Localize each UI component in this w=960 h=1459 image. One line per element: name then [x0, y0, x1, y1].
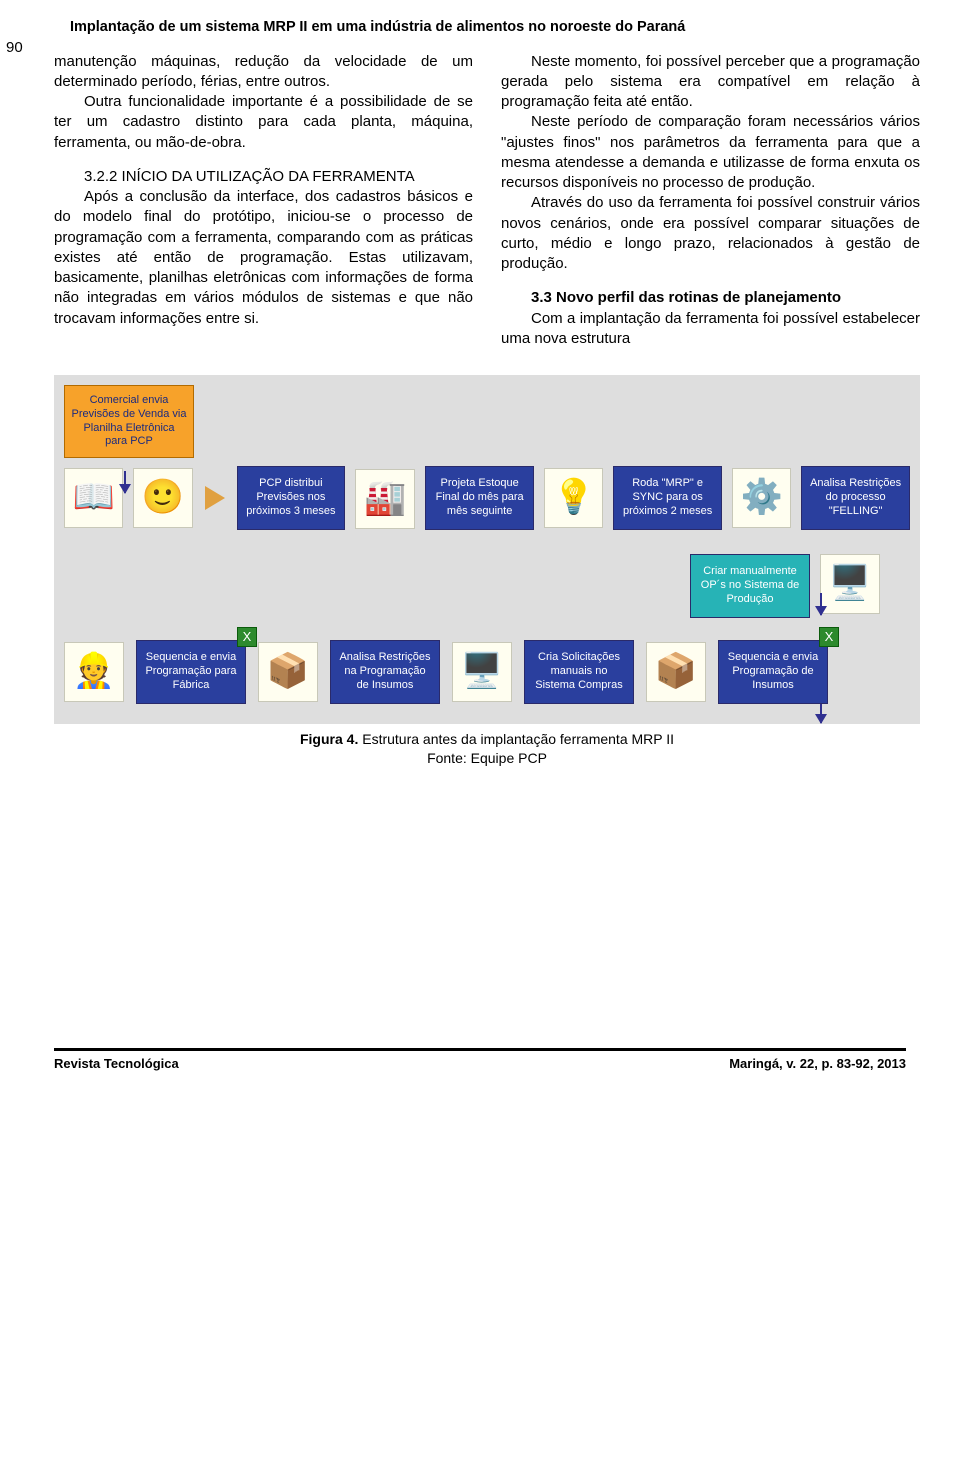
section-heading: 3.2.2 INÍCIO DA UTILIZAÇÃO DA FERRAMENTA — [54, 167, 473, 187]
boxes-icon: 📦 — [258, 642, 318, 702]
flowchart: Comercial envia Previsões de Venda via P… — [54, 375, 920, 724]
flow-node-start: Comercial envia Previsões de Venda via P… — [64, 385, 194, 458]
arrow-down-icon — [820, 593, 822, 615]
factory-icon: 🏭 — [355, 469, 415, 529]
face-icon: 🙂 — [133, 468, 192, 528]
node-label: Analisa Restrições na Programação de Ins… — [337, 651, 433, 692]
node-label: Comercial envia Previsões de Venda via P… — [71, 394, 187, 449]
caption-source: Fonte: Equipe PCP — [427, 750, 547, 766]
section-heading: 3.3 Novo perfil das rotinas de planejame… — [501, 288, 920, 308]
flow-node: Roda "MRP" e SYNC para os próximos 2 mes… — [613, 466, 722, 530]
node-label: Criar manualmente OP´s no Sistema de Pro… — [697, 565, 803, 606]
worker-icon: 👷 — [64, 642, 124, 702]
para: Neste momento, foi possível perceber que… — [501, 52, 920, 113]
flow-node: Projeta Estoque Final do mês para mês se… — [425, 466, 534, 530]
monitor-icon: 🖥️ — [820, 554, 880, 614]
arrow-down-icon — [820, 701, 822, 723]
bulb-icon: 💡 — [544, 468, 603, 528]
node-label: PCP distribui Previsões nos próximos 3 m… — [244, 477, 339, 518]
excel-icon: X — [237, 627, 257, 647]
footer-citation: Maringá, v. 22, p. 83-92, 2013 — [729, 1055, 906, 1073]
node-label: Cria Solicitações manuais no Sistema Com… — [531, 651, 627, 692]
figure-caption: Figura 4. Estrutura antes da implantação… — [54, 730, 920, 768]
para: manutenção máquinas, redução da velocida… — [54, 52, 473, 93]
node-label: Analisa Restrições do processo "FELLING" — [808, 477, 903, 518]
arrow-right-icon — [205, 486, 225, 510]
para: Através do uso da ferramenta foi possíve… — [501, 193, 920, 274]
para: Com a implantação da ferramenta foi poss… — [501, 309, 920, 350]
caption-label: Figura 4. — [300, 731, 358, 747]
right-column: Neste momento, foi possível perceber que… — [501, 52, 920, 350]
page-number: 90 — [6, 38, 23, 58]
caption-text: Estrutura antes da implantação ferrament… — [362, 731, 674, 747]
para: Outra funcionalidade importante é a poss… — [54, 92, 473, 153]
node-label: Sequencia e envia Programação para Fábri… — [143, 651, 239, 692]
footer-journal: Revista Tecnológica — [54, 1055, 179, 1073]
excel-icon: X — [819, 627, 839, 647]
arrow-down-icon — [124, 471, 126, 493]
left-column: manutenção máquinas, redução da velocida… — [54, 52, 473, 350]
text-columns: manutenção máquinas, redução da velocida… — [54, 52, 920, 350]
flow-node: Analisa Restrições na Programação de Ins… — [330, 640, 440, 704]
monitor-icon: 🖥️ — [452, 642, 512, 702]
flow-node: PCP distribui Previsões nos próximos 3 m… — [237, 466, 346, 530]
boxes-icon: 📦 — [646, 642, 706, 702]
gears-icon: ⚙️ — [732, 468, 791, 528]
flow-node: Analisa Restrições do processo "FELLING" — [801, 466, 910, 530]
running-header: Implantação de um sistema MRP II em uma … — [70, 18, 920, 38]
node-label: Sequencia e envia Programação de Insumos — [725, 651, 821, 692]
flow-node: Criar manualmente OP´s no Sistema de Pro… — [690, 554, 810, 618]
book-icon: 📖 — [64, 468, 123, 528]
flow-node: Cria Solicitações manuais no Sistema Com… — [524, 640, 634, 704]
flow-node: X Sequencia e envia Programação de Insum… — [718, 640, 828, 704]
node-label: Projeta Estoque Final do mês para mês se… — [432, 477, 527, 518]
page-footer: Revista Tecnológica Maringá, v. 22, p. 8… — [54, 1048, 906, 1073]
node-label: Roda "MRP" e SYNC para os próximos 2 mes… — [620, 477, 715, 518]
flow-node: X Sequencia e envia Programação para Fáb… — [136, 640, 246, 704]
para: Após a conclusão da interface, dos cadas… — [54, 187, 473, 329]
para: Neste período de comparação foram necess… — [501, 112, 920, 193]
